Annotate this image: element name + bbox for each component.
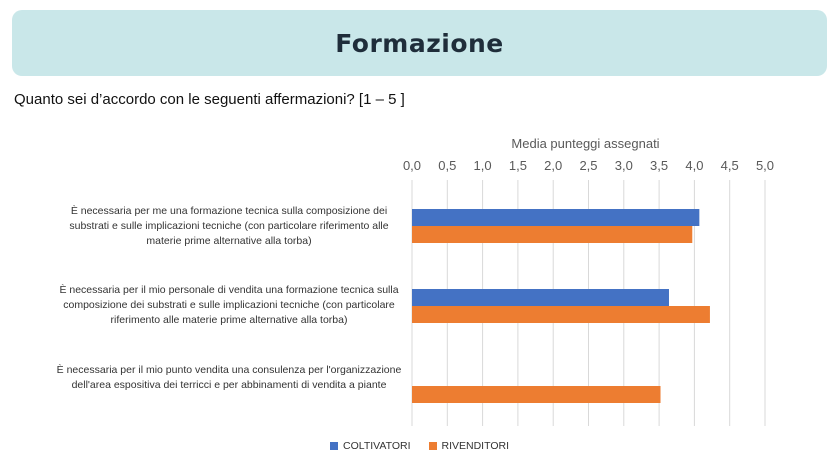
tick-label: 2,0 [544, 158, 562, 173]
tick-label: 4,0 [685, 158, 703, 173]
page-title: Formazione [335, 28, 504, 58]
tick-label: 0,5 [438, 158, 456, 173]
question-text: Quanto sei d’accordo con le seguenti aff… [14, 91, 405, 108]
title-banner: Formazione [12, 10, 827, 76]
bar-rivenditori [412, 226, 693, 243]
legend-swatch-coltivatori [330, 442, 339, 450]
tick-label: 4,5 [721, 158, 739, 173]
category-label: È necessaria per il mio personale di ven… [59, 284, 399, 326]
category-label: È necessaria per il mio punto vendita un… [56, 364, 402, 391]
bar-rivenditori [412, 386, 661, 403]
legend-item-coltivatori: COLTIVATORI [330, 440, 411, 452]
bar-rivenditori [412, 306, 710, 323]
tick-label: 1,5 [509, 158, 527, 173]
tick-label: 1,0 [474, 158, 492, 173]
tick-label: 3,5 [650, 158, 668, 173]
legend-label: RIVENDITORI [441, 440, 509, 452]
category-label: È necessaria per me una formazione tecni… [69, 205, 389, 247]
bar-coltivatori [412, 289, 669, 306]
axis-title: Media punteggi assegnati [511, 136, 659, 151]
tick-label: 2,5 [579, 158, 597, 173]
bar-coltivatori [412, 209, 700, 226]
legend-swatch-rivenditori [428, 442, 437, 450]
chart-legend: COLTIVATORI RIVENDITORI [0, 440, 839, 452]
tick-label: 3,0 [615, 158, 633, 173]
tick-label: 0,0 [403, 158, 421, 173]
legend-label: COLTIVATORI [343, 440, 411, 452]
legend-item-rivenditori: RIVENDITORI [428, 440, 509, 452]
tick-label: 5,0 [756, 158, 774, 173]
